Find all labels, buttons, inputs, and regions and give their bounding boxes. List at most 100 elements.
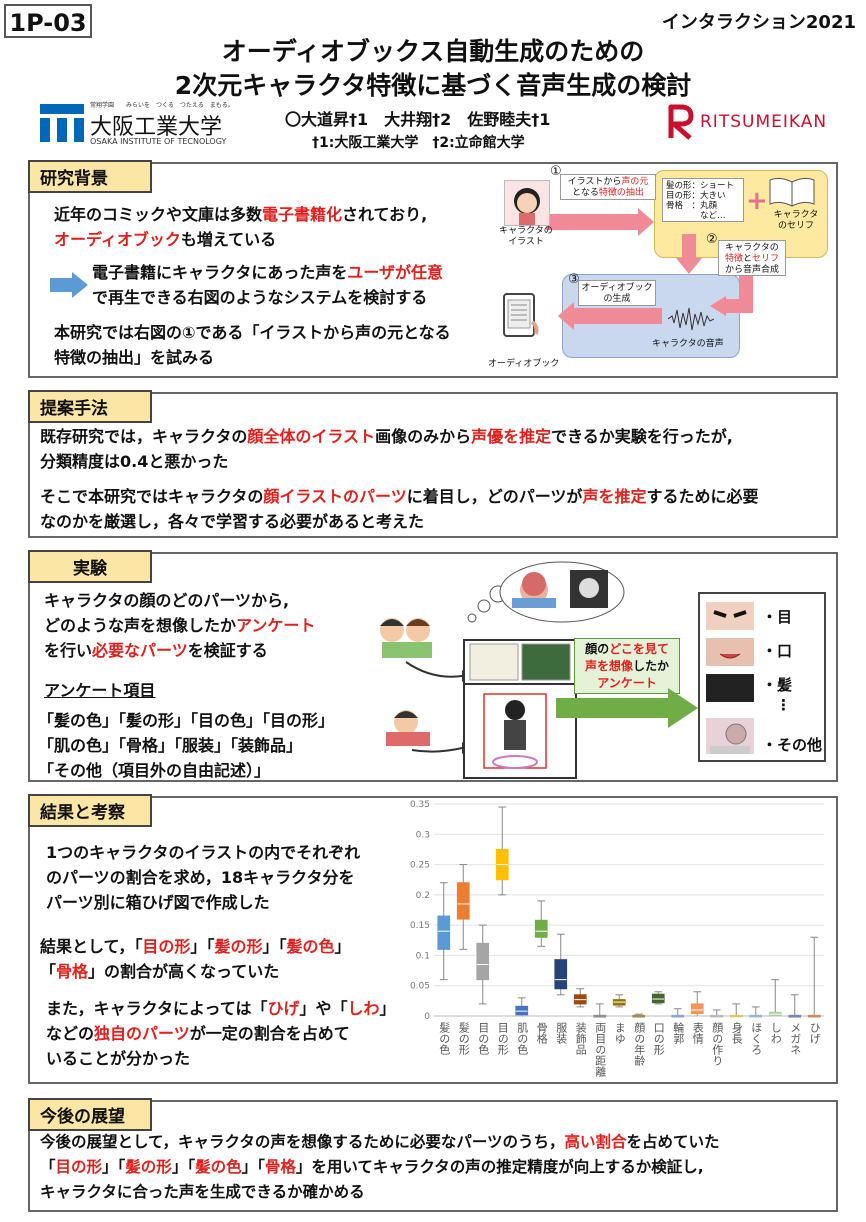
ritsumeikan-logo: RITSUMEIKAN (668, 104, 838, 144)
results-paragraph1: 1つのキャラクタのイラストの内でそれぞれ のパーツの割合を求め，18キャラクタ分を… (46, 843, 361, 912)
section-results-label: 結果と考察 (28, 794, 152, 827)
section-method-label: 提案手法 (28, 390, 152, 423)
section-experiment-label: 実験 (28, 550, 152, 583)
section-future-label: 今後の展望 (28, 1098, 152, 1131)
section-background (28, 162, 838, 378)
box-rect (554, 959, 568, 990)
x-tick-label: 骨格 (535, 1022, 549, 1044)
x-tick-label: 髪の形 (457, 1022, 471, 1055)
experiment-illustration (380, 561, 625, 779)
authors: 〇大道昇†1 大井翔†2 佐野睦夫†1 (285, 110, 551, 129)
box-rect (437, 915, 451, 950)
box-rect (534, 919, 548, 938)
title-line1: オーディオブックス自動生成のための (221, 37, 645, 66)
diagram-arrows (546, 208, 753, 330)
x-tick-label: 輪郭 (671, 1022, 685, 1044)
diagram-voice-label: キャラクタの音声 (652, 339, 724, 349)
method-paragraph2: そこで本研究ではキャラクタの顔イラストのパーツに着目し，どのパーツが声を推定する… (40, 487, 759, 531)
diagram-step1: イラストから声の元 となる特徴の抽出 (560, 174, 656, 200)
diagram-audiobook-label: オーディオブック (488, 359, 560, 369)
plus-icon: + (746, 186, 768, 216)
x-tick-label: 口の形 (652, 1022, 666, 1055)
y-tick-label: 0.05 (410, 982, 430, 992)
x-tick-label: 装飾品 (574, 1022, 588, 1055)
section-experiment (28, 552, 838, 782)
parts-panel: ・目 ・口 ・髪 ⋮ ・その他 (698, 592, 826, 762)
bg-paragraph3: 本研究では右図の①である「イラストから声の元となる 特徴の抽出」を試みる (54, 323, 451, 367)
part-thumb-mouth (706, 638, 754, 666)
diagram-step3: オーディオブック の生成 (578, 280, 656, 306)
future-text: 今後の展望として，キャラクタの声を想像するために必要なパーツのうち，高い割合を占… (40, 1133, 720, 1201)
x-tick-label: まゆ (613, 1022, 627, 1044)
part-label-ellipsis: ⋮ (776, 696, 791, 714)
part-thumb-eye (706, 602, 754, 630)
x-tick-label: メガネ (788, 1022, 802, 1055)
survey-items-title: アンケート項目 (44, 681, 156, 700)
y-tick-label: 0.1 (416, 951, 430, 961)
method-paragraph1: 既存研究では，キャラクタの顔全体のイラスト画像のみから声優を推定できるか実験を行… (40, 427, 733, 471)
right-arrow-icon (50, 272, 88, 298)
logo-en-text: OSAKA INSTITUTE OF TECNOLOGY (90, 137, 227, 146)
diagram-step2: キャラクタの 特徴とセリフ から音声合成 (718, 240, 786, 276)
part-label-mouth: ・口 (762, 642, 793, 660)
box-rect (476, 942, 490, 981)
character-illustration (504, 180, 550, 226)
part-thumb-hair (706, 674, 754, 702)
diagram-step1-number: ① (550, 164, 562, 179)
experiment-text: キャラクタの顔のどのパーツから, どのような声を想像したかアンケート を行い必要… (44, 591, 316, 660)
x-tick-label: 目の色 (476, 1022, 490, 1055)
conference-name: インタラクション2021 (661, 12, 856, 33)
poster-id: 1P-03 (4, 4, 92, 38)
logo-small-text: 常翔学園 みらいを つくる つたえる まもる。 (90, 102, 234, 109)
y-tick-label: 0 (424, 1012, 430, 1022)
oit-logo: 常翔学園 みらいを つくる つたえる まもる。 大阪工業大学 OSAKA INS… (40, 100, 260, 152)
x-tick-label: ひげ (808, 1022, 822, 1044)
boxplot-chart: 0 0.05 0.1 0.15 0.2 0.25 0.3 0.35 (410, 800, 824, 1022)
section-results (28, 796, 838, 1084)
book-icon (769, 177, 815, 207)
diagram-illust-label: キャラクタの イラスト (499, 226, 553, 247)
y-tick-label: 0.3 (416, 830, 430, 840)
survey-box: 顔のどこを見て 声を想像したか アンケート (574, 638, 680, 694)
bg-paragraph2: 電子書籍にキャラクタにあった声をユーザが任意 で再生できる右図のようなシステムを… (92, 263, 444, 307)
part-label-hair: ・髪 (762, 676, 793, 694)
logo-main-text: 大阪工業大学 (90, 115, 223, 140)
diagram-step2-number: ② (706, 232, 718, 247)
diagram-serif-label: キャラクタ のセリフ (773, 210, 819, 231)
x-tick-label: 両目の距離 (593, 1022, 607, 1077)
y-tick-label: 0.15 (410, 921, 430, 931)
x-tick-label: 髪の色 (437, 1022, 451, 1055)
x-tick-label: 肌の色 (515, 1022, 529, 1055)
oit-logo-mark (40, 104, 84, 142)
section-future (28, 1100, 838, 1212)
green-arrow (556, 688, 698, 728)
chart-x-labels: 髪の色 髪の形 目の色 目の形 肌の色 骨格 服装 装飾品 両目の距離 まゆ 顔の年齢 口の形 輪郭 表情… (400, 1022, 830, 1080)
survey-items: 「髪の色」「髪の形」「目の色」「目の形」 「肌の色」「骨格」「服装」「装飾品」 「そ… (38, 711, 335, 780)
results-paragraph3: また，キャラクタによっては「ひげ」や「しわ」 などの独自のパーツが一定の割合を占… (46, 999, 396, 1068)
x-tick-label: 顔の作り (710, 1022, 724, 1066)
part-thumb-other (706, 718, 754, 754)
ebook-reader-icon (503, 293, 539, 337)
box-rect (515, 1005, 529, 1016)
affiliations: †1:大阪工業大学 †2:立命館大学 (312, 135, 525, 151)
system-diagram: キャラクタの イラスト ① イラストから声の元 となる特徴の抽出 髪の形：ショー… (488, 164, 834, 376)
diagram-step3-number: ③ (568, 272, 580, 287)
x-tick-label: 表情 (691, 1022, 705, 1044)
ritsumeikan-logo-mark (668, 104, 694, 140)
section-background-label: 研究背景 (28, 160, 152, 193)
x-tick-label: 目の形 (496, 1022, 510, 1055)
ritsumeikan-text: RITSUMEIKAN (700, 112, 828, 132)
x-tick-label: ほくろ (749, 1022, 763, 1055)
waveform-icon (668, 307, 714, 331)
y-tick-label: 0.2 (416, 891, 430, 901)
part-label-eye: ・目 (762, 608, 793, 626)
x-tick-label: 身長 (730, 1022, 744, 1044)
title-line2: 2次元キャラクタ特徴に基づく音声生成の検討 (174, 71, 692, 100)
section-method (28, 392, 838, 538)
box-rect (690, 1003, 704, 1015)
x-tick-label: 服装 (554, 1022, 568, 1044)
bg-paragraph1: 近年のコミックや文庫は多数電子書籍化されており, オーディオブックも増えている (54, 205, 428, 249)
part-label-other: ・その他 (762, 736, 823, 754)
y-tick-label: 0.35 (410, 800, 430, 810)
y-tick-label: 0.25 (410, 861, 430, 871)
